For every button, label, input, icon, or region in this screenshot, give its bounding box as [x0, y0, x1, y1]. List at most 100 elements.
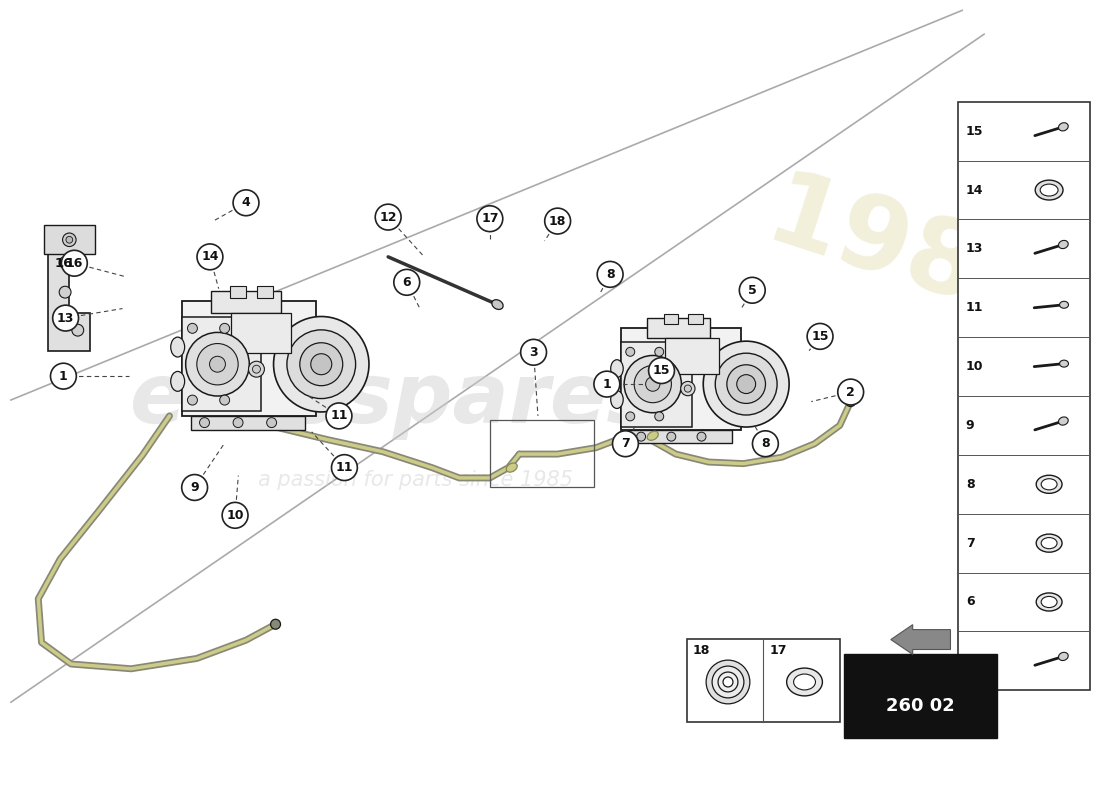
Circle shape [723, 677, 733, 687]
Circle shape [197, 244, 223, 270]
Circle shape [266, 418, 276, 427]
Ellipse shape [1036, 475, 1062, 494]
Ellipse shape [506, 463, 517, 472]
Bar [629, 430, 732, 443]
Text: 15: 15 [812, 330, 828, 343]
Bar [490, 420, 594, 487]
Ellipse shape [1036, 593, 1062, 611]
Circle shape [187, 323, 197, 334]
Text: 7: 7 [966, 537, 975, 550]
Text: 11: 11 [966, 302, 983, 314]
Text: 11: 11 [336, 461, 353, 474]
Circle shape [737, 374, 756, 394]
Text: 6: 6 [966, 595, 975, 609]
Text: 5: 5 [966, 654, 975, 667]
Circle shape [220, 395, 230, 405]
Polygon shape [48, 246, 90, 351]
Text: 8: 8 [761, 438, 770, 450]
Circle shape [846, 397, 856, 406]
Circle shape [739, 278, 766, 303]
Text: 2: 2 [846, 386, 855, 398]
Ellipse shape [1059, 302, 1068, 308]
Bar [689, 314, 703, 324]
Bar [620, 327, 741, 430]
Circle shape [681, 382, 695, 396]
Text: 5: 5 [748, 284, 757, 297]
Circle shape [253, 366, 261, 373]
Bar [666, 338, 719, 374]
Circle shape [838, 379, 864, 405]
Circle shape [712, 666, 744, 698]
Ellipse shape [1058, 122, 1068, 131]
Ellipse shape [170, 337, 185, 357]
Circle shape [233, 190, 258, 216]
Circle shape [715, 353, 777, 415]
Text: 18: 18 [549, 214, 566, 227]
Circle shape [613, 431, 638, 457]
Circle shape [326, 403, 352, 429]
Text: 1: 1 [603, 378, 612, 390]
Circle shape [59, 286, 72, 298]
Bar [182, 302, 316, 416]
Text: 260 02: 260 02 [887, 698, 955, 715]
Text: 15: 15 [966, 125, 983, 138]
Ellipse shape [610, 360, 624, 378]
Circle shape [63, 233, 76, 246]
Circle shape [222, 502, 248, 528]
Text: 10: 10 [966, 360, 983, 373]
Bar [647, 318, 710, 338]
Circle shape [718, 672, 738, 692]
Text: eurospares: eurospares [130, 359, 657, 441]
Bar [231, 313, 292, 353]
Ellipse shape [1058, 417, 1068, 425]
Circle shape [624, 355, 681, 413]
Ellipse shape [170, 371, 185, 391]
Circle shape [635, 366, 671, 402]
Ellipse shape [647, 431, 658, 440]
Circle shape [233, 418, 243, 427]
Ellipse shape [1058, 240, 1068, 249]
Ellipse shape [610, 390, 624, 409]
Circle shape [394, 270, 420, 295]
Text: 4: 4 [242, 196, 251, 210]
Circle shape [331, 454, 358, 481]
Bar [620, 342, 692, 426]
Circle shape [637, 432, 646, 441]
Bar [182, 317, 261, 411]
Circle shape [300, 342, 343, 386]
Circle shape [187, 395, 197, 405]
Circle shape [752, 431, 779, 457]
Text: 16: 16 [54, 257, 73, 270]
Text: 12: 12 [379, 210, 397, 224]
Bar [257, 286, 273, 298]
Circle shape [51, 363, 76, 389]
Text: 18: 18 [693, 643, 710, 657]
Bar [702, 350, 746, 418]
Text: 1985: 1985 [755, 164, 1060, 350]
Circle shape [594, 371, 619, 397]
Circle shape [209, 356, 226, 372]
Circle shape [667, 432, 675, 441]
Text: 16: 16 [66, 257, 82, 270]
Text: 14: 14 [966, 183, 983, 197]
Circle shape [220, 323, 230, 334]
Circle shape [311, 354, 332, 374]
Ellipse shape [1041, 184, 1058, 196]
Text: 10: 10 [227, 509, 244, 522]
Text: 15: 15 [652, 364, 670, 377]
Circle shape [53, 305, 78, 331]
Text: 13: 13 [57, 311, 75, 325]
Text: 8: 8 [606, 268, 615, 281]
Circle shape [197, 343, 239, 385]
Circle shape [597, 262, 623, 287]
Bar [844, 654, 998, 738]
Circle shape [66, 236, 73, 243]
Bar [664, 314, 679, 324]
Ellipse shape [1042, 478, 1057, 490]
Circle shape [703, 341, 789, 427]
Circle shape [520, 339, 547, 366]
Ellipse shape [786, 668, 823, 696]
Circle shape [646, 377, 660, 391]
Circle shape [727, 365, 766, 403]
Circle shape [271, 619, 281, 630]
